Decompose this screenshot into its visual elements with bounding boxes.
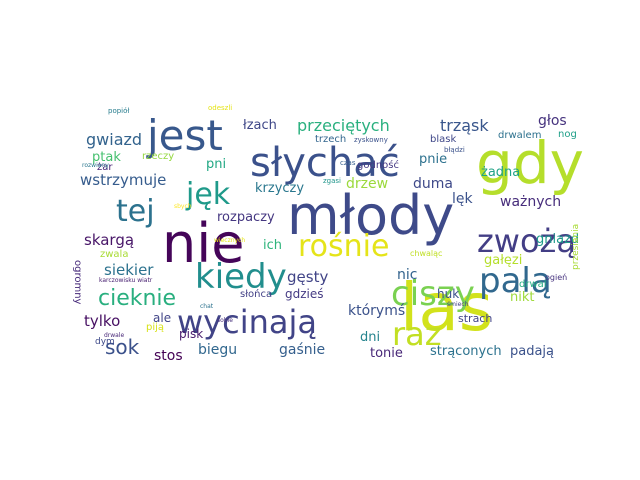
word: chwaląc: [410, 249, 443, 258]
word: ogromny: [72, 260, 83, 305]
word: wiecznych: [214, 237, 246, 244]
word: ważnych: [500, 194, 562, 210]
word: błądzi: [444, 146, 465, 154]
word: biegu: [198, 342, 238, 358]
word: krzyczy: [255, 181, 305, 196]
word: zyskowny: [354, 136, 388, 144]
word: nic: [397, 267, 418, 283]
word: śmiech: [447, 301, 469, 308]
word: rośnie: [298, 229, 390, 264]
word: drzew: [346, 176, 389, 192]
word: gdzieś: [285, 287, 324, 301]
word: drwalem: [498, 130, 542, 141]
word: tej: [116, 194, 155, 229]
word: ogień: [545, 273, 568, 282]
word: las: [400, 269, 494, 346]
word: tonie: [370, 346, 403, 361]
word: łzach: [243, 118, 277, 133]
word: sobie: [217, 317, 233, 324]
word: żar: [97, 162, 113, 173]
word: słychać: [250, 140, 400, 186]
word: strach: [458, 312, 493, 325]
word: karczowisku wiatr: [99, 277, 153, 284]
word: rzeczy: [142, 151, 175, 162]
word: jęk: [186, 177, 231, 212]
word: raz: [392, 315, 442, 353]
word: przeciętych: [297, 116, 390, 135]
word: którymś: [348, 303, 406, 319]
word: blask: [430, 134, 457, 145]
word-cloud: las młody nie gdy słychać jest zwożą roś…: [72, 100, 584, 366]
word: trzech: [315, 134, 347, 145]
word: ich: [263, 238, 282, 253]
word: huk: [437, 287, 460, 301]
word: nie: [162, 212, 245, 275]
word: gniazd: [536, 232, 580, 247]
word: rozpaczy: [217, 210, 275, 225]
word: drwale: [104, 332, 125, 339]
word: głos: [538, 113, 567, 129]
word: zgasi: [323, 177, 341, 185]
word: ale: [153, 311, 172, 325]
word: dni: [360, 330, 381, 345]
word: zwala: [100, 249, 129, 260]
word: nog: [558, 129, 577, 140]
word: wycinają: [177, 303, 317, 341]
word: gwiazd: [86, 130, 143, 149]
word: nikt: [510, 290, 535, 305]
word: ptak: [92, 150, 121, 165]
word: palą: [479, 261, 552, 301]
word: ciszy: [391, 274, 475, 314]
word: czas: [340, 159, 356, 167]
word: gęsty: [287, 268, 329, 286]
word: chat: [200, 303, 214, 310]
word: pni: [206, 157, 227, 172]
word: trząsk: [440, 116, 489, 135]
word: godność: [357, 160, 399, 171]
word: sok: [105, 335, 140, 359]
word: odeszli: [208, 104, 233, 112]
word: żadna: [481, 165, 521, 180]
word: przesiania: [571, 223, 581, 270]
word: skargą: [84, 231, 135, 249]
word: dym: [95, 337, 115, 347]
word: młody: [287, 184, 455, 247]
word: strąconych: [430, 344, 502, 359]
word: kiedy: [195, 257, 287, 297]
word: siekier: [104, 261, 154, 279]
word: drwal: [519, 279, 547, 290]
word: rozwiany: [82, 162, 109, 169]
word: gdy: [476, 129, 584, 197]
word: piją: [146, 322, 165, 333]
word: sbych: [174, 203, 192, 210]
word: jest: [147, 111, 223, 160]
word: zwożą: [477, 222, 576, 260]
word: popiół: [108, 107, 130, 115]
word: pisk: [179, 327, 204, 341]
word: gaśnie: [279, 342, 326, 358]
word: gałęzi: [484, 253, 523, 268]
word: stos: [154, 348, 183, 364]
word: pnie: [419, 152, 448, 167]
word: padają: [510, 344, 555, 359]
word: wstrzymuje: [80, 171, 167, 189]
word: słońca: [240, 289, 273, 300]
word: lęk: [452, 191, 473, 207]
word: cieknie: [98, 286, 177, 311]
word: duma: [413, 176, 453, 192]
word: tylko: [84, 312, 121, 330]
